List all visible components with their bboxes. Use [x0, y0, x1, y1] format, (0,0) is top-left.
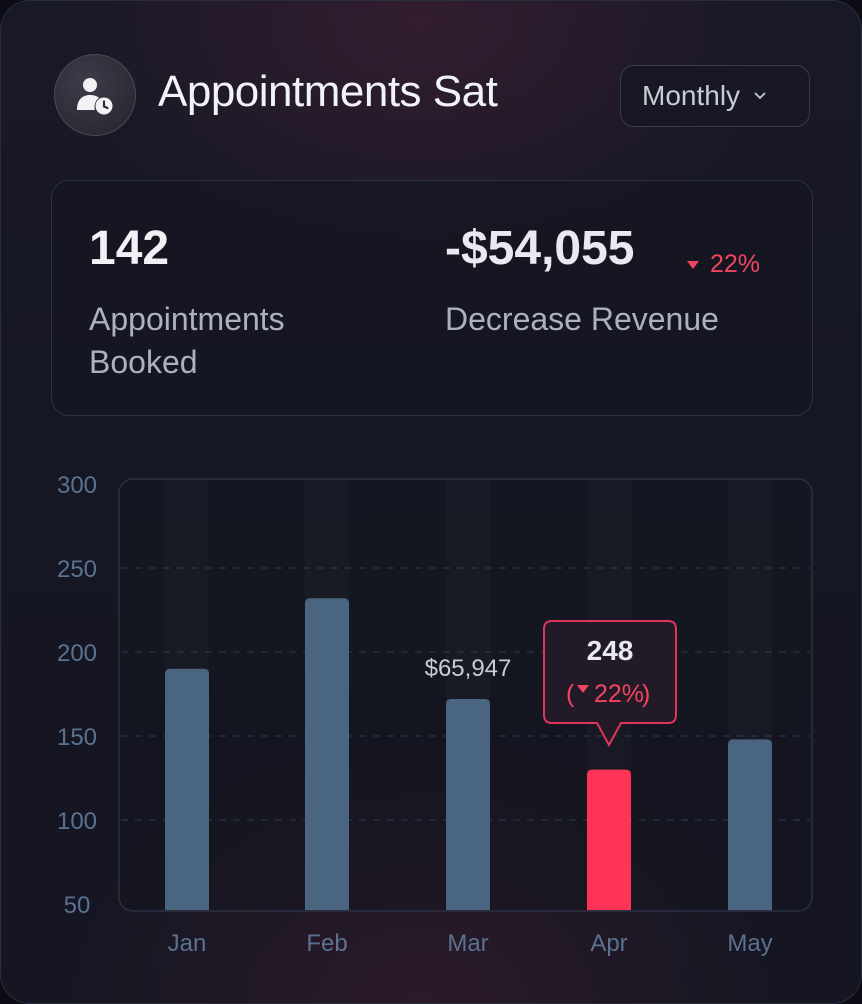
x-tick-label: Feb	[306, 930, 347, 957]
bar-jan[interactable]	[165, 668, 209, 910]
x-tick-label: May	[727, 930, 772, 957]
revenue-label: Decrease Revenue	[445, 301, 719, 337]
appointments-count: 142	[89, 222, 170, 275]
x-tick-label: Apr	[590, 930, 627, 957]
x-tick-label: Mar	[447, 930, 488, 957]
tooltip-change-value: 22%	[594, 680, 644, 708]
x-tick-label: Jan	[168, 930, 207, 957]
bar-may[interactable]	[728, 739, 772, 910]
tooltip-box	[543, 620, 677, 748]
bars	[165, 598, 772, 910]
revenue-value: -$54,055	[445, 222, 635, 275]
triangle-down-icon	[687, 260, 699, 269]
y-tick-label: 50	[64, 892, 91, 919]
annotations: $65,947 248 (22%)	[425, 620, 677, 748]
tooltip-change: (22%)	[566, 680, 650, 708]
revenue-change-badge: 22%	[686, 250, 760, 279]
bar-data-label: $65,947	[425, 655, 512, 682]
tooltip-paren-close: )	[642, 680, 650, 708]
tooltip-value: 248	[587, 635, 634, 666]
plot-area	[118, 478, 813, 912]
triangle-down-icon	[577, 685, 589, 693]
y-axis-ticks: 50 100 150 200 250 300	[57, 472, 97, 919]
stats-panel: 142 Appointments Booked -$54,055 22% Dec…	[51, 180, 813, 416]
y-tick-label: 200	[57, 640, 97, 667]
user-clock-icon	[77, 78, 113, 115]
grid-lines	[121, 567, 810, 821]
y-tick-label: 150	[57, 724, 97, 751]
x-axis-ticks: Jan Feb Mar Apr May	[168, 930, 773, 957]
period-dropdown[interactable]: Monthly	[620, 65, 810, 127]
bar-mar[interactable]	[446, 699, 490, 910]
tooltip-paren-open: (	[566, 680, 575, 708]
revenue-change-value: 22%	[710, 250, 761, 278]
chevron-down-icon	[754, 92, 766, 99]
header-avatar	[54, 54, 136, 136]
y-tick-label: 250	[57, 556, 97, 583]
bar-feb[interactable]	[305, 598, 349, 910]
y-tick-label: 100	[57, 808, 97, 835]
bar-apr[interactable]	[587, 769, 631, 910]
y-tick-label: 300	[57, 472, 97, 499]
period-dropdown-label: Monthly	[642, 80, 741, 111]
appointments-label: Appointments Booked	[89, 301, 285, 380]
card-title: Appointments Sat	[158, 67, 498, 116]
